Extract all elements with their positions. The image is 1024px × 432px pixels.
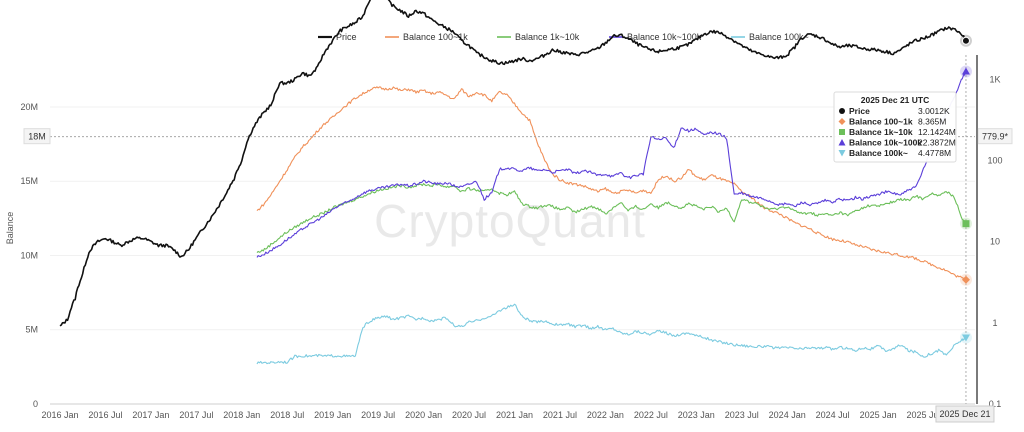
legend-item-balance-1k-10k[interactable]: Balance 1k~10k <box>497 32 580 42</box>
x-tick-label: 2022 Jan <box>587 410 624 420</box>
tooltip-row-label: Balance 1k~10k <box>849 127 913 137</box>
end-marker-balance-10k-100k <box>961 67 970 75</box>
x-tick-label: 2022 Jul <box>634 410 668 420</box>
x-tick-label: 2019 Jul <box>361 410 395 420</box>
x-tick-label: 2016 Jul <box>88 410 122 420</box>
tooltip-row-label: Price <box>849 106 870 116</box>
crosshair-right-tag <box>977 128 1013 145</box>
legend-label: Price <box>336 32 357 42</box>
x-tick-label: 2017 Jan <box>132 410 169 420</box>
x-tick-label: 2020 Jan <box>405 410 442 420</box>
legend-item-balance-100-1k[interactable]: Balance 100~1k <box>385 32 468 42</box>
tooltip-row-value: 4.4778M <box>918 148 951 158</box>
end-marker-balance-100k- <box>961 334 970 342</box>
crosshair-date-value: 2025 Dec 21 <box>939 409 990 419</box>
right-tick-label: 1 <box>992 318 997 328</box>
right-tick-label: 1K <box>989 74 1000 84</box>
series-line-balance-100k-[interactable] <box>256 303 967 365</box>
end-marker-balance-100-1k <box>961 275 970 284</box>
left-tick-label: 15M <box>20 176 38 186</box>
tooltip-row-label: Balance 100k~ <box>849 148 908 158</box>
series-line-balance-10k-100k[interactable] <box>256 71 967 258</box>
tooltip-marker <box>839 108 845 114</box>
chart-legend[interactable]: Price Balance 100~1k Balance 1k~10k Balance… <box>318 32 809 42</box>
x-tick-label: 2017 Jul <box>179 410 213 420</box>
tooltip-row-value: 12.1424M <box>918 127 956 137</box>
left-tick-label: 20M <box>20 102 38 112</box>
left-axis-ticks: 0 5M 10M 15M 20M <box>20 102 38 409</box>
crosshair-right-value: 779.9* <box>982 132 1009 142</box>
x-tick-label: 2025 Jan <box>860 410 897 420</box>
x-tick-label: 2023 Jul <box>725 410 759 420</box>
tooltip-row-label: Balance 100~1k <box>849 117 913 127</box>
tooltip-title: 2025 Dec 21 UTC <box>861 95 930 105</box>
tooltip-marker <box>838 150 846 157</box>
series-line-balance-1k-10k[interactable] <box>256 183 967 253</box>
legend-item-balance-100k-[interactable]: Balance 100k~ <box>731 32 809 42</box>
legend-item-balance-10k-100k[interactable]: Balance 10k~100k <box>609 32 702 42</box>
right-axis-ticks: 0.1 1 10 100 1K <box>987 74 1002 409</box>
tooltip-row-value: 22.3872M <box>918 138 956 148</box>
tooltip-marker <box>838 118 846 125</box>
x-tick-label: 2024 Jul <box>816 410 850 420</box>
tooltip-marker <box>838 139 846 146</box>
tooltip-row-value: 3.0012K <box>918 106 950 116</box>
legend-label: Balance 1k~10k <box>515 32 580 42</box>
x-tick-label: 2021 Jan <box>496 410 533 420</box>
x-tick-label: 2016 Jan <box>41 410 78 420</box>
crosshair-date-tag <box>935 405 995 423</box>
tooltip-row-label: Balance 10k~100k <box>849 138 922 148</box>
x-tick-label: 2018 Jul <box>270 410 304 420</box>
left-tick-label: 10M <box>20 250 38 260</box>
end-marker-price <box>961 36 970 45</box>
left-tick-label: 5M <box>25 325 38 335</box>
legend-label: Balance 10k~100k <box>627 32 702 42</box>
crosshair-left-value: 18M <box>28 132 46 142</box>
x-axis-ticks: 2016 Jan 2016 Jul 2017 Jan 2017 Jul 2018 Jan… <box>41 410 987 420</box>
series-line-price[interactable] <box>59 0 967 327</box>
tooltip-marker <box>839 129 845 135</box>
end-marker-balance-1k-10k <box>962 220 970 228</box>
y-axis-label: Balance <box>5 212 15 245</box>
right-tick-label: 100 <box>987 156 1002 166</box>
x-tick-label: 2021 Jul <box>543 410 577 420</box>
tooltip-row-value: 8.365M <box>918 117 946 127</box>
gridlines <box>50 55 978 405</box>
x-tick-label: 2020 Jul <box>452 410 486 420</box>
watermark: CryptoQuant <box>374 195 646 247</box>
x-tick-label: 2023 Jan <box>678 410 715 420</box>
x-tick-label: 2018 Jan <box>223 410 260 420</box>
x-tick-label: 2025 Jul <box>907 410 941 420</box>
crosshair: 18M 779.9* 2025 Dec 21 <box>23 34 1013 423</box>
left-tick-label: 0 <box>33 399 38 409</box>
x-tick-label: 2019 Jan <box>314 410 351 420</box>
crosshair-left-tag <box>23 128 51 145</box>
series-lines[interactable] <box>59 0 967 365</box>
tooltip-box <box>833 91 957 163</box>
right-tick-label: 0.1 <box>989 399 1002 409</box>
right-tick-label: 10 <box>990 237 1000 247</box>
legend-label: Balance 100k~ <box>749 32 809 42</box>
legend-item-price[interactable]: Price <box>318 32 357 42</box>
legend-label: Balance 100~1k <box>403 32 468 42</box>
x-tick-label: 2024 Jan <box>769 410 806 420</box>
series-line-balance-100-1k[interactable] <box>256 86 967 282</box>
